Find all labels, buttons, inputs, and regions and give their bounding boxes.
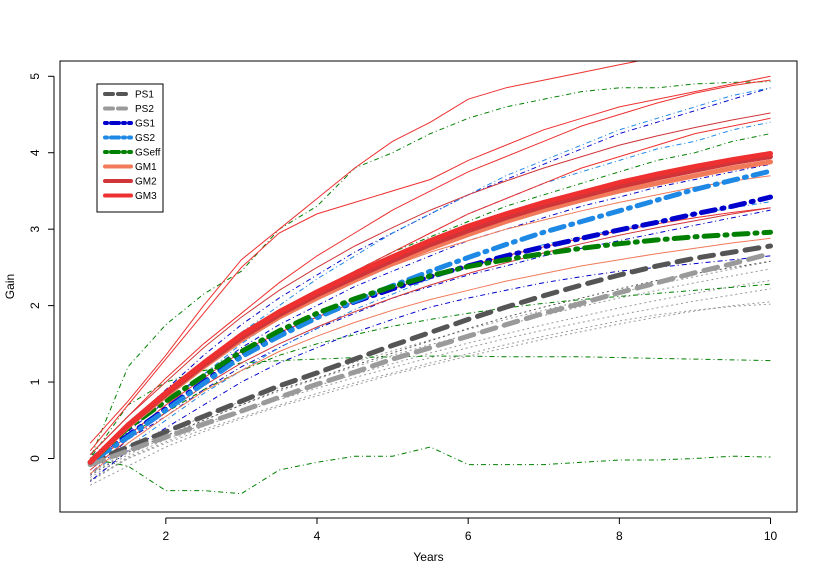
y-tick-label: 4 <box>28 149 42 156</box>
x-tick-label: 10 <box>764 529 778 543</box>
y-tick-label: 3 <box>28 226 42 233</box>
series-line-ps1 <box>87 243 773 465</box>
background-series-line <box>89 175 771 463</box>
x-tick-label: 2 <box>162 529 169 543</box>
series-line-gm3 <box>87 151 773 465</box>
background-series-line <box>89 283 771 467</box>
plot-frame <box>59 60 798 513</box>
background-series-line <box>89 268 771 479</box>
series-line-gs1 <box>87 194 773 465</box>
background-series-line <box>89 303 771 481</box>
background-series-line <box>89 75 771 452</box>
legend-label-gseff: GSeff <box>135 148 161 159</box>
y-tick-label: 5 <box>28 73 42 80</box>
legend: PS1 PS2 GS1 GS2 GSeff GM1 GM2 GM3 <box>96 83 164 213</box>
x-tick-label: 6 <box>465 529 472 543</box>
background-series-line <box>89 79 771 456</box>
y-tick-label: 1 <box>28 378 42 385</box>
legend-box <box>96 83 164 213</box>
background-series-line <box>89 255 771 482</box>
series-line-gseff <box>87 229 773 465</box>
background-series-line <box>89 260 771 476</box>
series-line-ps2 <box>87 251 773 468</box>
legend-label-gm1: GM1 <box>135 162 157 173</box>
legend-label-gs1: GS1 <box>135 119 155 130</box>
legend-label-ps1: PS1 <box>135 90 154 101</box>
series-line-gm1 <box>87 159 773 465</box>
background-series-line <box>89 87 771 459</box>
main-series-lines <box>87 151 773 468</box>
background-series-line <box>89 279 771 482</box>
y-axis-title: Gain <box>3 274 17 299</box>
legend-label-gs2: GS2 <box>135 133 155 144</box>
background-series-line <box>90 446 771 495</box>
background-series-line <box>89 355 771 459</box>
x-tick-label: 4 <box>314 529 321 543</box>
background-series-line <box>89 301 771 486</box>
legend-label-gm2: GM2 <box>135 177 157 188</box>
series-line-gs2 <box>87 168 773 465</box>
x-axis: 2 4 6 8 10 <box>162 517 778 543</box>
y-axis: 0 1 2 3 4 5 <box>28 73 55 462</box>
background-series-line <box>89 201 771 475</box>
background-series-line <box>89 237 771 475</box>
background-series-line <box>89 260 771 475</box>
legend-label-gm3: GM3 <box>135 191 157 202</box>
legend-label-ps2: PS2 <box>135 104 154 115</box>
y-tick-label: 2 <box>28 302 42 309</box>
series-line-gm2 <box>87 154 773 465</box>
background-series-line <box>89 61 641 444</box>
x-tick-label: 8 <box>616 529 623 543</box>
y-tick-label: 0 <box>28 455 42 462</box>
background-series-line <box>89 209 771 475</box>
x-axis-title: Years <box>413 550 443 564</box>
background-series-line <box>89 163 771 467</box>
background-series-line <box>89 112 771 456</box>
background-series-line <box>89 81 771 459</box>
